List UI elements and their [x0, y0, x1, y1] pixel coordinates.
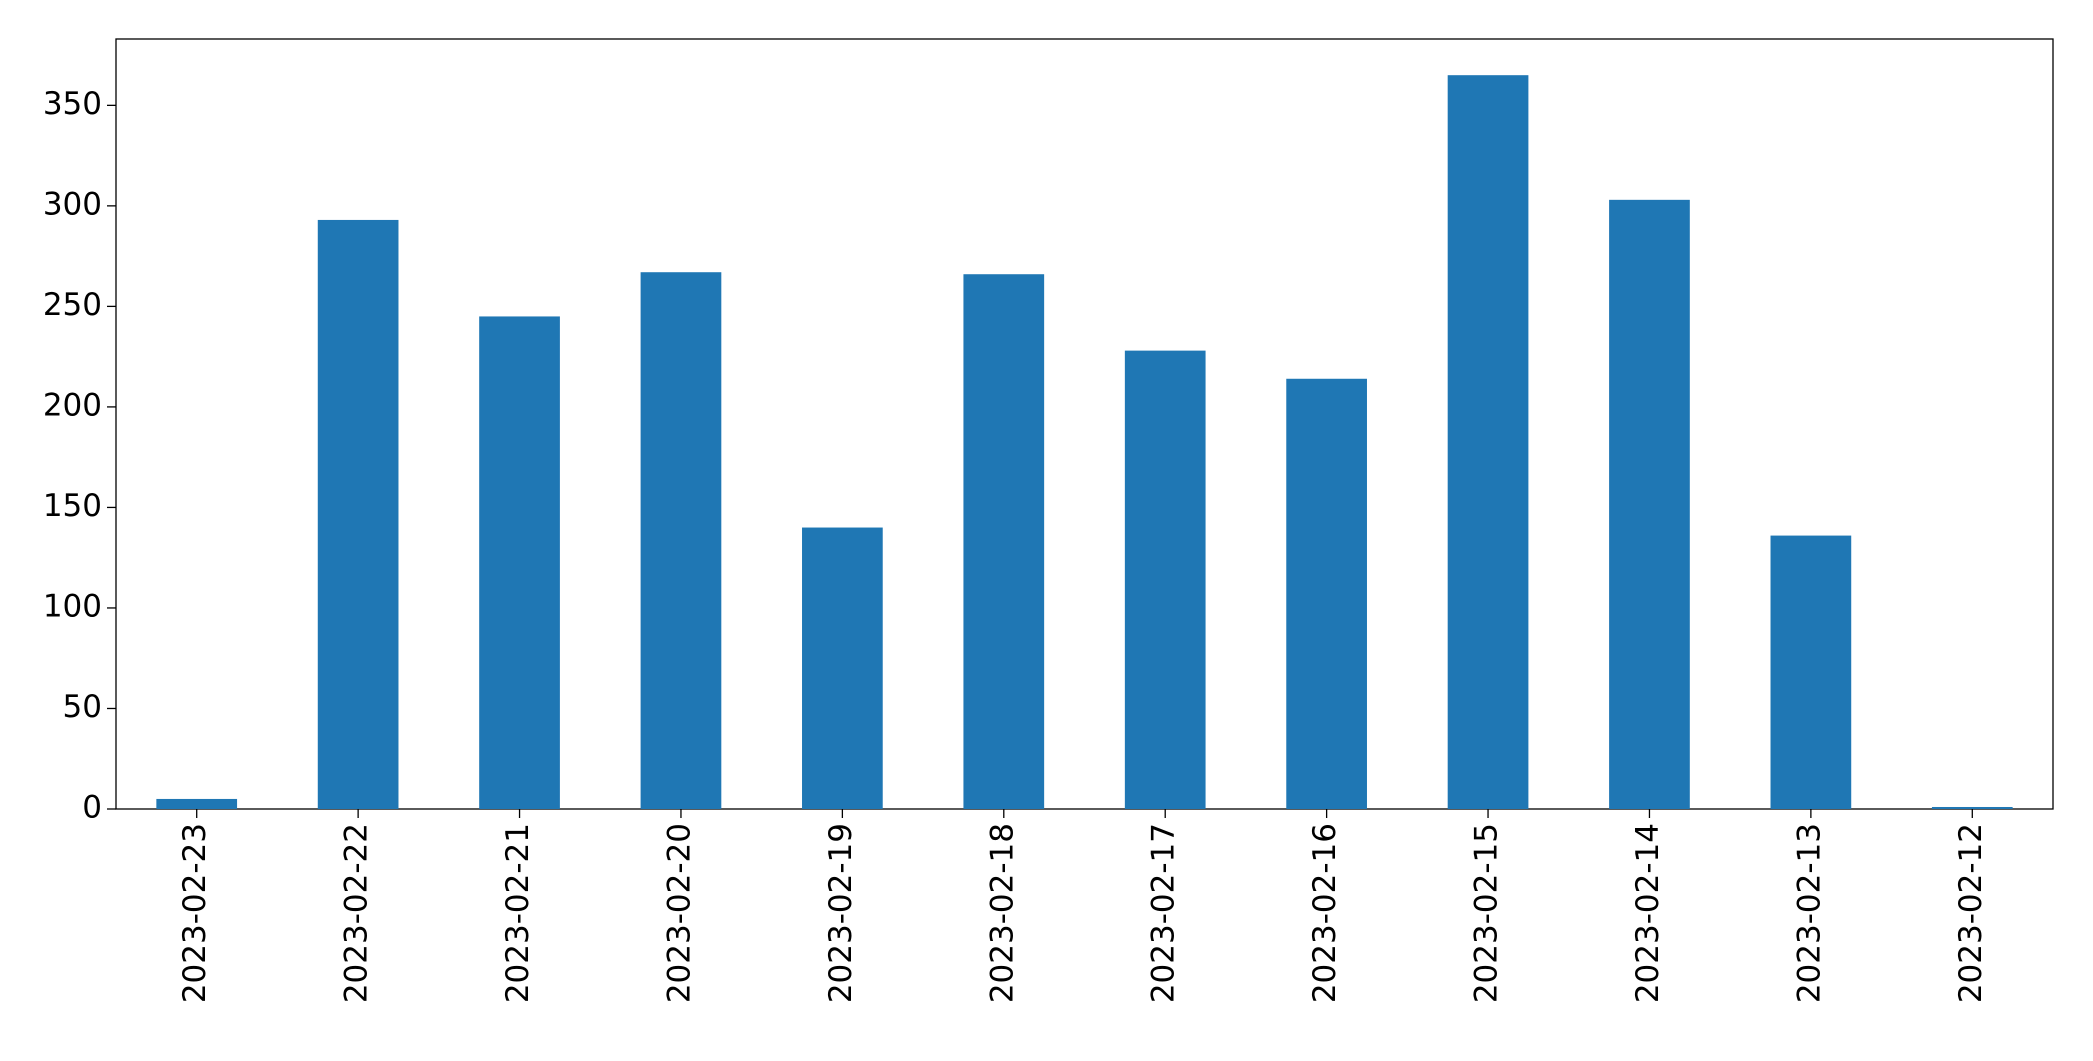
x-tick-label: 2023-02-17	[1146, 823, 1182, 1003]
bar	[479, 316, 560, 809]
x-tick-label: 2023-02-23	[177, 823, 213, 1003]
x-tick-label: 2023-02-14	[1630, 823, 1666, 1003]
bar	[317, 219, 399, 809]
x-tick-label: 2023-02-18	[984, 823, 1020, 1003]
y-tick-label: 300	[43, 186, 102, 222]
x-tick-label: 2023-02-15	[1469, 823, 1505, 1003]
bar	[1770, 535, 1852, 809]
y-tick-label: 100	[43, 588, 102, 624]
bar	[963, 274, 1045, 809]
x-tick-label: 2023-02-22	[339, 823, 375, 1003]
y-tick-label: 250	[43, 287, 102, 323]
y-tick-label: 150	[43, 488, 102, 524]
x-tick-label: 2023-02-13	[1791, 823, 1827, 1003]
x-tick-label: 2023-02-19	[823, 823, 859, 1003]
x-tick-label: 2023-02-20	[661, 823, 697, 1003]
bar	[1286, 378, 1367, 809]
x-tick-label: 2023-02-12	[1953, 823, 1989, 1003]
bar	[1931, 806, 2013, 809]
bar	[1447, 75, 1529, 809]
bar	[1609, 199, 1690, 809]
y-tick-label: 200	[43, 387, 102, 423]
y-tick-label: 50	[63, 689, 102, 725]
x-tick-label: 2023-02-16	[1307, 823, 1343, 1003]
bar	[802, 527, 883, 809]
plot-frame	[115, 38, 2054, 810]
bar	[1124, 350, 1206, 809]
bar	[640, 272, 722, 809]
bar	[156, 798, 238, 809]
y-tick-label: 0	[82, 790, 102, 826]
x-tick-label: 2023-02-21	[500, 823, 536, 1003]
y-tick-label: 350	[43, 86, 102, 122]
